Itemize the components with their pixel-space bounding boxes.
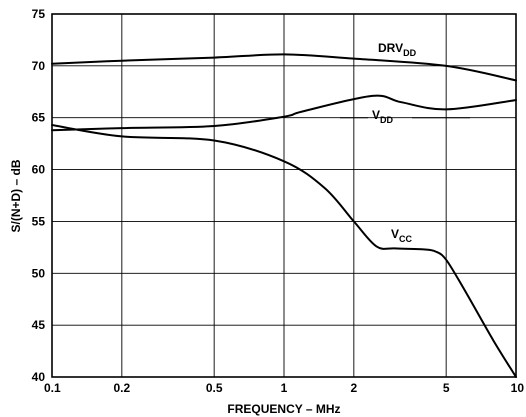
grid-lines [52,14,516,377]
x-tick-label: 0.5 [206,381,223,395]
series-label-vdd: VDD [372,108,394,125]
y-tick-label: 65 [32,111,46,125]
y-tick-label: 40 [32,370,46,384]
series-line-vcc [51,124,517,378]
x-tick-label: 10 [511,381,525,395]
series-label-vcc-sub: CC [399,234,412,244]
series-label-drvdd: DRVDD [378,41,417,58]
x-axis-title: FREQUENCY – MHz [227,402,340,416]
y-tick-label: 55 [32,214,46,228]
series-label-vcc-main: V [391,227,399,241]
series-line-drvdd [51,53,517,82]
y-tick-label: 60 [32,163,46,177]
series-label-drvdd-sub: DD [403,48,416,58]
y-tick-label: 75 [32,7,46,21]
plot-frame [51,13,517,378]
y-tick-labels: 40 45 50 55 60 65 70 75 [32,7,46,384]
y-axis-title: S/(N+D) – dB [9,159,23,232]
x-tick-label: 1 [281,381,288,395]
y-tick-label: 45 [32,318,46,332]
series-label-vcc: VCC [391,227,413,244]
series-label-vdd-main: V [372,108,380,122]
x-tick-label: 0.2 [113,381,130,395]
x-tick-labels: 0.1 0.2 0.5 1 2 5 10 [44,381,524,395]
series-label-vdd-sub: DD [380,115,393,125]
x-tick-label: 5 [443,381,450,395]
series-line-vdd [51,94,517,132]
y-tick-label: 50 [32,266,46,280]
series-lines [51,53,517,378]
x-tick-label: 0.1 [44,381,61,395]
series-label-drvdd-main: DRV [378,41,403,55]
y-tick-label: 70 [32,59,46,73]
x-tick-label: 2 [350,381,357,395]
